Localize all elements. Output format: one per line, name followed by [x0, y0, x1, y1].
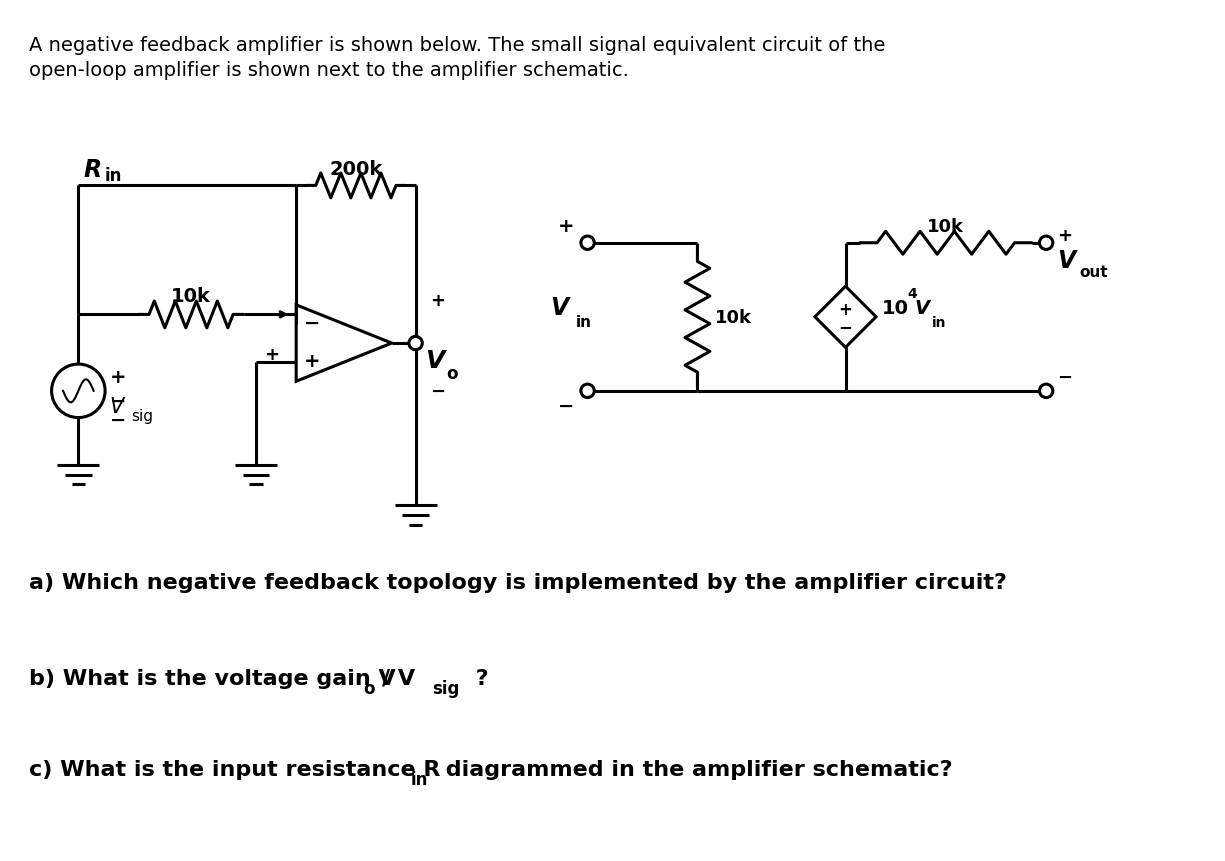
Circle shape — [581, 237, 594, 251]
Text: 10: 10 — [882, 299, 909, 318]
Text: R: R — [83, 158, 102, 182]
Text: open-loop amplifier is shown next to the amplifier schematic.: open-loop amplifier is shown next to the… — [28, 61, 628, 80]
Circle shape — [1040, 237, 1052, 251]
Text: in: in — [931, 315, 946, 329]
Text: / V: / V — [382, 668, 415, 688]
Text: −: − — [559, 396, 575, 415]
Text: in: in — [576, 315, 592, 330]
Text: 10k: 10k — [714, 308, 752, 326]
Circle shape — [1040, 385, 1052, 398]
Text: +: + — [263, 345, 278, 363]
Text: A negative feedback amplifier is shown below. The small signal equivalent circui: A negative feedback amplifier is shown b… — [28, 36, 884, 55]
Text: o: o — [363, 679, 375, 697]
Text: out: out — [1079, 264, 1109, 280]
Text: −: − — [839, 318, 853, 336]
Text: V: V — [110, 396, 124, 416]
Text: o: o — [446, 365, 458, 382]
Text: +: + — [839, 300, 853, 319]
Text: −: − — [304, 313, 320, 332]
Text: 200k: 200k — [330, 159, 382, 178]
Text: −: − — [110, 392, 126, 411]
Text: V: V — [425, 349, 445, 373]
Text: sig: sig — [131, 409, 153, 424]
Text: +: + — [1057, 226, 1073, 245]
Text: +: + — [559, 217, 575, 236]
Text: −: − — [430, 382, 445, 400]
Text: in: in — [105, 166, 123, 184]
Text: c) What is the input resistance R: c) What is the input resistance R — [28, 759, 440, 778]
Text: −: − — [1057, 369, 1073, 387]
Circle shape — [581, 385, 594, 398]
Text: +: + — [430, 292, 445, 310]
Text: +: + — [304, 351, 320, 370]
Text: sig: sig — [432, 679, 459, 697]
Text: 4: 4 — [908, 287, 918, 300]
Text: −: − — [110, 411, 126, 430]
Text: ?: ? — [468, 668, 489, 688]
Text: +: + — [110, 368, 126, 387]
Text: b) What is the voltage gain V: b) What is the voltage gain V — [28, 668, 396, 688]
Text: V: V — [1057, 248, 1076, 272]
Text: in: in — [410, 771, 429, 788]
Text: 10k: 10k — [927, 218, 964, 236]
Text: 10k: 10k — [172, 287, 211, 306]
Text: diagrammed in the amplifier schematic?: diagrammed in the amplifier schematic? — [437, 759, 952, 778]
Text: V: V — [914, 299, 930, 318]
Circle shape — [409, 337, 423, 350]
Text: V: V — [550, 296, 568, 320]
Text: a) Which negative feedback topology is implemented by the amplifier circuit?: a) Which negative feedback topology is i… — [28, 573, 1007, 592]
